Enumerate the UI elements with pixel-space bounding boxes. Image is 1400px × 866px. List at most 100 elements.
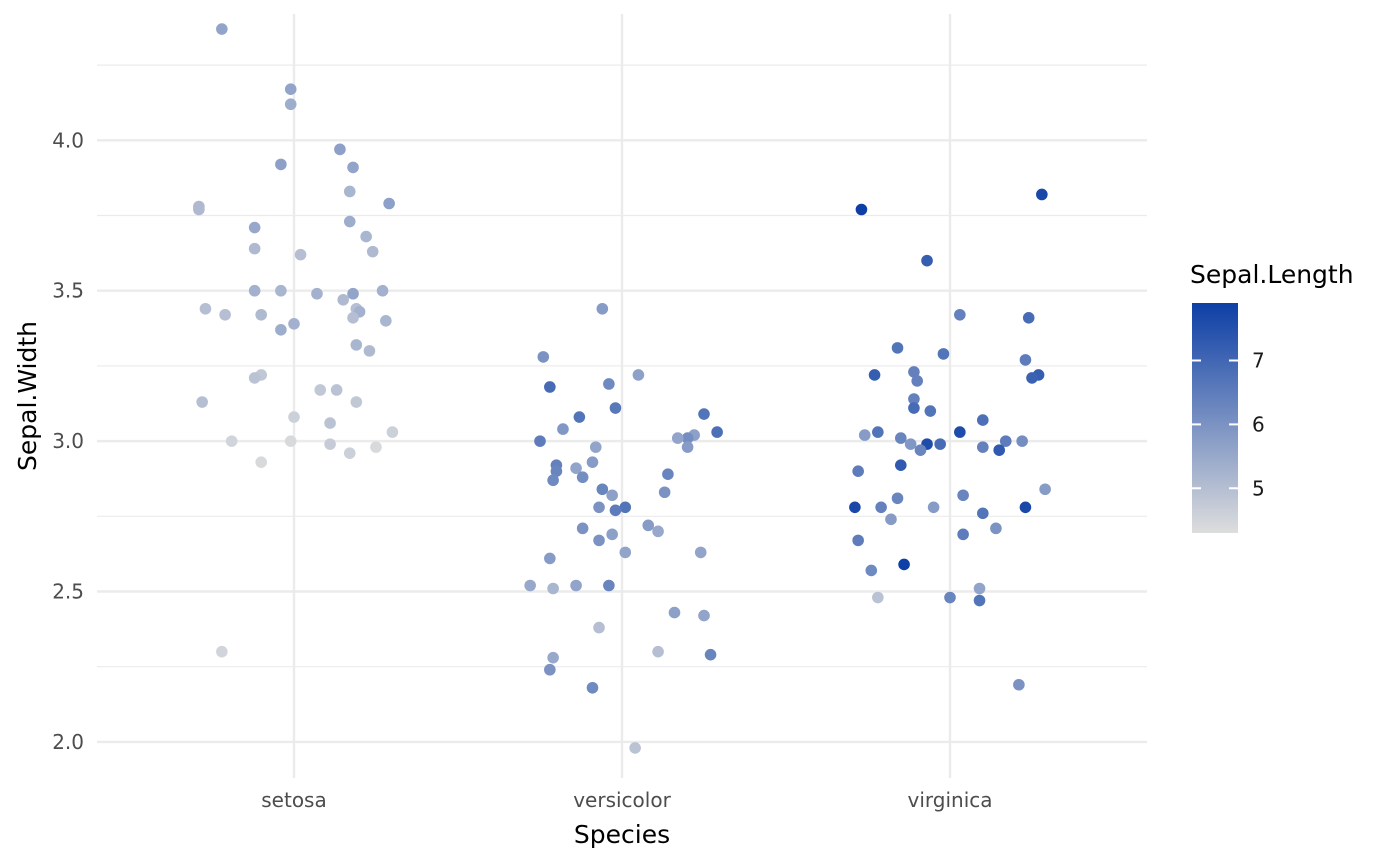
data-point [544,552,556,565]
y-tick-label: 4.0 [52,128,84,152]
data-point [606,489,618,502]
x-axis-ticks: setosa versicolor virginica [261,788,992,812]
data-point [248,242,261,255]
data-point [921,254,933,267]
data-point [370,441,382,453]
data-point [216,645,228,658]
data-point [990,522,1002,535]
data-point [380,315,392,327]
data-point [360,230,372,243]
data-point [288,318,300,330]
data-points [193,23,1051,754]
y-tick-label: 2.0 [52,730,84,754]
data-point [681,432,694,444]
data-point [619,546,632,559]
data-point [225,435,238,447]
grid-lines [97,14,1147,778]
data-point [642,519,655,532]
data-point [534,435,546,447]
y-axis-title: Sepal.Width [13,321,42,471]
data-point [891,492,904,505]
data-point [852,465,864,477]
data-point [704,648,717,661]
data-point [895,432,907,444]
data-point [334,143,346,156]
data-point [603,579,615,592]
data-point [347,311,359,324]
data-point [855,203,868,216]
data-point [288,411,300,423]
data-point [284,435,297,447]
data-point [849,501,861,514]
data-point [957,489,969,502]
data-point [1036,188,1048,201]
data-point [858,429,871,441]
data-point [255,456,267,468]
y-tick-label: 3.5 [52,279,84,303]
data-point [698,408,710,420]
data-point [275,324,287,336]
color-legend: Sepal.Length 5 6 7 [1190,260,1354,533]
data-point [193,203,205,216]
data-point [711,426,723,438]
data-point [694,546,707,559]
data-point [350,339,363,351]
data-point [606,528,618,541]
data-point [977,441,989,453]
data-point [898,558,910,571]
data-point [698,609,710,622]
data-point [609,402,622,414]
data-point [363,345,376,357]
data-point [1019,501,1032,514]
data-point [629,742,641,754]
data-point [589,441,602,453]
data-point [927,501,940,514]
data-point [852,534,864,547]
data-point [924,405,937,417]
data-point [547,651,559,664]
data-point [596,483,609,496]
data-point [284,83,297,95]
data-point [908,393,920,405]
data-point [350,396,363,408]
data-point [547,582,559,595]
data-point [868,369,881,381]
data-point [593,501,605,514]
data-point [275,284,287,297]
data-point [586,681,599,694]
data-point [219,308,231,321]
data-point [570,579,582,592]
data-point [904,438,917,450]
legend-colorbar [1192,303,1238,533]
data-point [937,348,950,360]
data-point [593,534,605,547]
data-point [386,426,399,438]
data-point [652,645,664,658]
data-point [596,302,609,315]
data-point [1039,483,1051,496]
data-point [954,308,966,321]
data-point [872,426,884,438]
data-point [537,351,550,363]
data-point [652,525,664,538]
data-point [199,302,212,315]
data-point [330,384,343,396]
data-point [216,23,228,35]
data-point [343,185,356,198]
data-point [284,98,297,111]
data-point [875,501,887,514]
data-point [895,459,907,471]
data-point [977,507,989,520]
data-point [343,215,356,228]
data-point [550,465,563,477]
data-point [632,369,645,381]
x-tick-label: setosa [261,788,326,812]
data-point [275,158,287,171]
data-point [973,594,986,607]
data-point [973,582,986,595]
data-point [609,504,622,517]
data-point [1019,354,1032,366]
data-point [891,342,904,354]
x-tick-label: virginica [908,788,993,812]
